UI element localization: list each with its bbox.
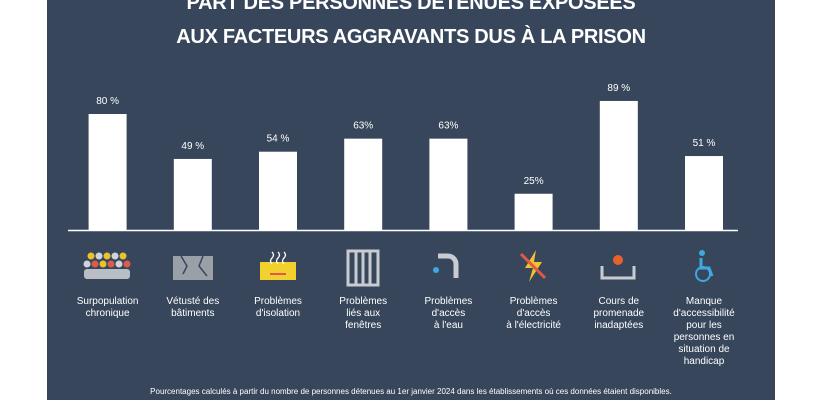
- value-label: 54 %: [267, 134, 290, 145]
- chart-title: PART DES PERSONNES DÉTENUES EXPOSÉES: [186, 0, 636, 14]
- bar: [514, 193, 553, 230]
- category-label: Problèmes liés aux fenêtres: [339, 296, 388, 331]
- bar: [173, 158, 212, 230]
- background-panel: [47, 0, 775, 400]
- category-label: Cours de promenade inadaptées: [593, 296, 645, 331]
- bar: [88, 114, 127, 230]
- bar: [599, 100, 638, 230]
- value-label: 51 %: [693, 138, 716, 149]
- bar: [429, 138, 468, 230]
- value-label: 63%: [353, 121, 373, 132]
- value-label: 25%: [524, 176, 544, 187]
- value-label: 49 %: [181, 141, 204, 152]
- bar: [259, 151, 297, 230]
- bar: [344, 138, 383, 230]
- category-label: Surpopulation chronique: [76, 296, 139, 319]
- category-label: Vétusté des bâtiments: [166, 296, 220, 319]
- icons: [83, 249, 714, 287]
- footnote: Pourcentages calculés à partir du nombre…: [150, 387, 672, 396]
- category-label: Manque d'accessibilité pour les personne…: [673, 296, 735, 367]
- value-label: 63%: [438, 121, 458, 132]
- value-label: 89 %: [607, 83, 630, 94]
- category-label: Problèmes d'isolation: [254, 296, 302, 319]
- category-label: Problèmes d'accès à l'électricité: [506, 296, 561, 331]
- chart-title: AUX FACTEURS AGGRAVANTS DUS À LA PRISON: [176, 26, 646, 48]
- bar: [685, 156, 723, 230]
- category-label: Problèmes d'accès à l'eau: [424, 296, 473, 331]
- value-label: 80 %: [96, 96, 119, 107]
